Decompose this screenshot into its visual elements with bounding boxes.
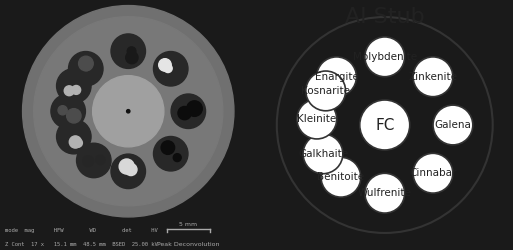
- Text: Kosnarite: Kosnarite: [301, 86, 350, 96]
- Circle shape: [126, 52, 138, 64]
- Circle shape: [119, 159, 134, 174]
- Circle shape: [72, 86, 81, 94]
- Text: Enargite: Enargite: [314, 72, 359, 82]
- Text: Molybdenite: Molybdenite: [353, 52, 417, 62]
- Text: Benitoite: Benitoite: [318, 172, 364, 182]
- Circle shape: [317, 57, 357, 97]
- Text: FC: FC: [375, 118, 394, 132]
- Circle shape: [365, 173, 405, 213]
- Circle shape: [51, 94, 86, 128]
- Circle shape: [125, 164, 137, 175]
- Circle shape: [74, 139, 83, 147]
- Circle shape: [96, 155, 105, 164]
- Text: 5 mm: 5 mm: [180, 222, 198, 228]
- Text: Z Cont  17 x   15.1 mm  48.5 mm  BSED  25.00 kV: Z Cont 17 x 15.1 mm 48.5 mm BSED 25.00 k…: [5, 242, 158, 248]
- Circle shape: [173, 154, 181, 162]
- Circle shape: [159, 59, 171, 71]
- Circle shape: [56, 120, 91, 154]
- Text: mode  mag      HFW        WD        det      HV: mode mag HFW WD det HV: [5, 228, 158, 234]
- Circle shape: [78, 56, 93, 71]
- Circle shape: [161, 141, 174, 154]
- Circle shape: [433, 105, 473, 145]
- Circle shape: [153, 52, 188, 86]
- Circle shape: [82, 61, 91, 70]
- Circle shape: [178, 106, 191, 120]
- Circle shape: [127, 110, 130, 113]
- Text: Galena: Galena: [435, 120, 471, 130]
- Circle shape: [297, 99, 337, 139]
- Text: Al Stub: Al Stub: [345, 7, 425, 27]
- Text: Wulfrenite: Wulfrenite: [358, 188, 412, 198]
- Circle shape: [64, 86, 74, 96]
- Circle shape: [111, 154, 146, 188]
- Circle shape: [360, 100, 410, 150]
- Text: Kleinite: Kleinite: [297, 114, 337, 124]
- Circle shape: [303, 134, 343, 174]
- Text: Cinnabar: Cinnabar: [409, 168, 457, 178]
- Circle shape: [171, 94, 206, 128]
- Circle shape: [34, 17, 223, 206]
- Circle shape: [56, 68, 91, 103]
- Circle shape: [69, 136, 82, 148]
- Text: Peak Deconvolution: Peak Deconvolution: [157, 242, 220, 248]
- Circle shape: [127, 47, 136, 56]
- Circle shape: [76, 143, 111, 178]
- Circle shape: [83, 156, 93, 167]
- Circle shape: [58, 106, 67, 115]
- Text: Galkhaite: Galkhaite: [298, 149, 348, 159]
- Circle shape: [23, 6, 234, 217]
- Circle shape: [153, 136, 188, 171]
- Circle shape: [69, 52, 103, 86]
- Circle shape: [93, 76, 164, 147]
- Circle shape: [365, 37, 405, 77]
- Circle shape: [306, 71, 346, 111]
- Circle shape: [187, 101, 202, 116]
- Circle shape: [67, 108, 81, 123]
- Circle shape: [413, 153, 453, 193]
- Text: Zinkenite: Zinkenite: [408, 72, 458, 82]
- Circle shape: [413, 57, 453, 97]
- Circle shape: [164, 64, 172, 72]
- Circle shape: [321, 157, 361, 197]
- Circle shape: [111, 34, 146, 68]
